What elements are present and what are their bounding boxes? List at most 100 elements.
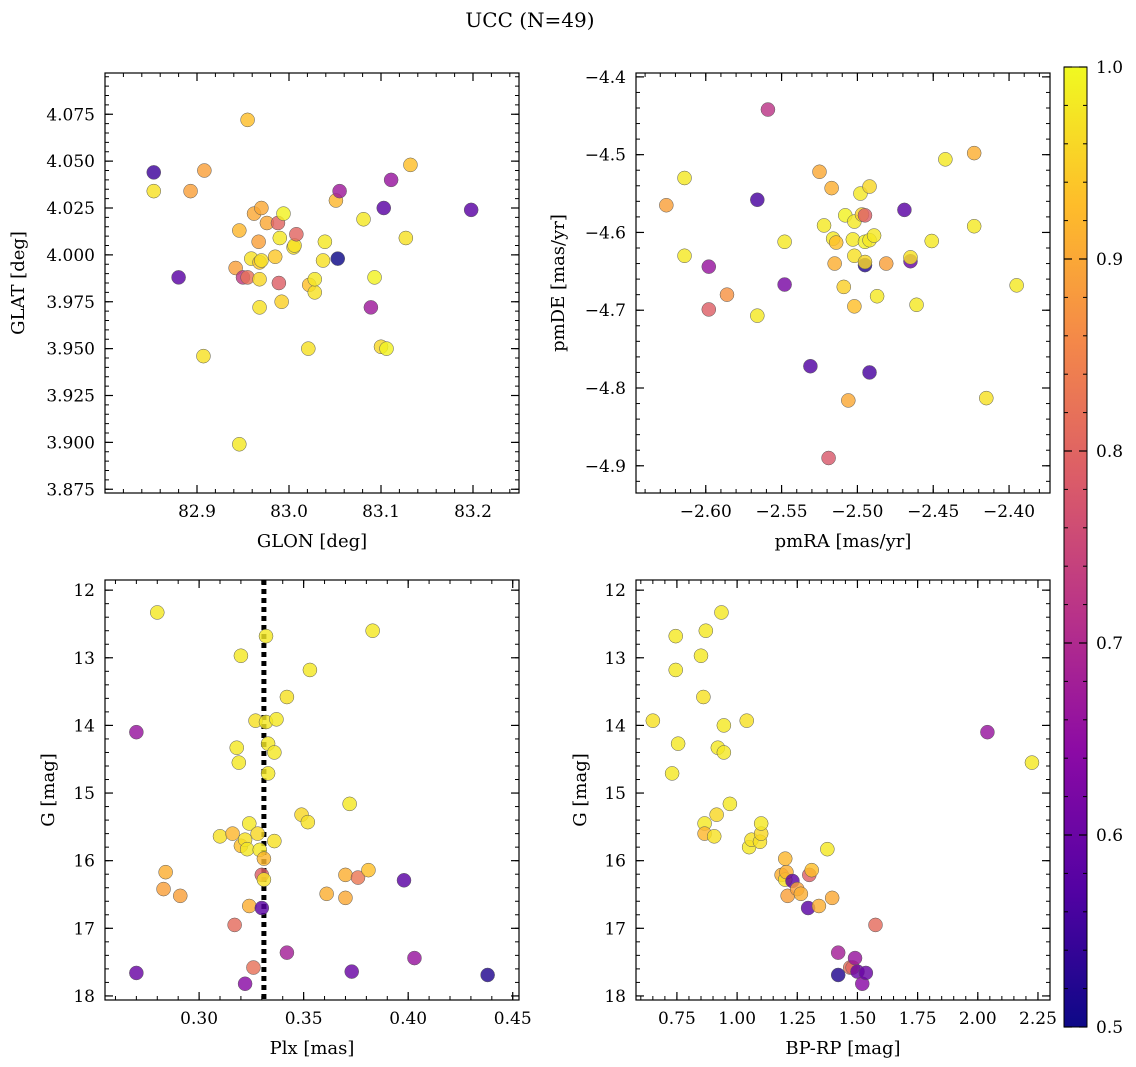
- scatter-point: [240, 112, 255, 128]
- scatter-point: [924, 233, 939, 249]
- scatter-point: [1009, 278, 1024, 293]
- scatter-point: [342, 796, 357, 812]
- colorbar-tick-label: 0.7: [1096, 634, 1123, 654]
- x-tick-label: 0.75: [658, 1009, 696, 1029]
- scatter-point: [317, 234, 333, 249]
- y-axis-label: G [mag]: [38, 753, 59, 826]
- scatter-point: [158, 864, 173, 880]
- scatter-point: [668, 628, 683, 644]
- x-tick-label: −2.45: [907, 502, 959, 522]
- scatter-point: [279, 945, 295, 960]
- scatter-point: [237, 976, 253, 992]
- scatter-point: [196, 348, 211, 364]
- scatter-point: [256, 851, 272, 866]
- x-tick-label: 1.50: [839, 1009, 877, 1029]
- scatter-point: [338, 890, 353, 906]
- scatter-point: [868, 917, 883, 933]
- scatter-point: [197, 163, 212, 178]
- scatter-point: [156, 881, 171, 897]
- scatter-point: [229, 740, 244, 755]
- y-tick-label: 13: [73, 649, 95, 669]
- scatter-point: [845, 232, 861, 247]
- scatter-point: [233, 648, 249, 663]
- x-tick-label: 0.45: [494, 1009, 532, 1029]
- scatter-point: [272, 230, 288, 246]
- scatter-point: [289, 227, 304, 242]
- scatter-point: [463, 202, 479, 218]
- scatter-point: [821, 450, 836, 466]
- x-tick-label: 1.75: [899, 1009, 937, 1029]
- scatter-point: [367, 270, 382, 285]
- y-tick-label: −4.4: [585, 68, 626, 88]
- x-tick-label: −2.40: [983, 502, 1035, 522]
- scatter-point: [300, 814, 316, 830]
- scatter-point: [330, 251, 346, 266]
- scatter-point: [146, 165, 162, 180]
- y-tick-label: 4.050: [46, 152, 95, 172]
- scatter-point: [739, 713, 754, 728]
- scatter-point: [302, 662, 318, 678]
- y-tick-label: 4.025: [46, 199, 95, 219]
- scatter-point: [363, 300, 379, 315]
- scatter-point: [251, 234, 266, 249]
- scatter-point: [307, 272, 323, 287]
- colorbar: 0.5 0.6 0.7 0.8 0.9 1.0: [1063, 58, 1123, 1038]
- scatter-point: [398, 230, 414, 246]
- y-tick-label: 4.075: [46, 105, 95, 125]
- scatter-point: [383, 172, 399, 188]
- scatter-point: [847, 950, 863, 966]
- scatter-point: [862, 179, 877, 194]
- scatter-point: [857, 208, 873, 223]
- scatter-point: [812, 164, 827, 180]
- scatter-point: [897, 202, 912, 218]
- scatter-point: [276, 206, 291, 221]
- colorbar-tick-label: 1.0: [1096, 58, 1123, 78]
- scatter-point: [857, 254, 873, 270]
- scatter-point: [803, 358, 818, 374]
- scatter-point: [146, 183, 162, 199]
- scatter-point: [480, 967, 495, 983]
- scatter-point: [862, 365, 877, 380]
- y-tick-label: 17: [604, 919, 626, 939]
- scatter-point: [716, 745, 732, 760]
- scatter-point: [841, 393, 856, 408]
- scatter-point: [246, 960, 261, 975]
- axes-frame: [104, 579, 520, 1001]
- y-tick-label: 13: [604, 649, 626, 669]
- scatter-point: [836, 279, 852, 295]
- scatter-point: [716, 718, 732, 733]
- scatter-point: [183, 183, 198, 199]
- scatter-point: [866, 228, 882, 243]
- scatter-point: [659, 197, 674, 213]
- scatter-point: [760, 102, 776, 117]
- scatter-point: [966, 145, 982, 161]
- scatter-point: [677, 248, 692, 264]
- scatter-point: [698, 623, 714, 638]
- scatter-point: [878, 256, 894, 271]
- scatter-point: [332, 183, 347, 199]
- scatter-point: [820, 841, 835, 857]
- scatter-point: [173, 888, 188, 904]
- y-tick-label: 15: [73, 784, 95, 804]
- x-tick-label: 83.1: [362, 502, 400, 522]
- scatter-point: [830, 967, 846, 983]
- scatter-point: [1024, 755, 1040, 770]
- scatter-point: [254, 200, 269, 216]
- scatter-point: [830, 945, 846, 960]
- panel-bprp-g: 0.75 1.00 1.25 1.50 1.75 2.00 2.25 12 13 14 15 16 17…: [570, 579, 1057, 1059]
- scatter-point: [979, 390, 994, 406]
- colorbar-tick-label: 0.6: [1096, 826, 1123, 846]
- scatter-point: [379, 341, 394, 356]
- scatter-point: [722, 796, 738, 812]
- scatter-point: [693, 648, 709, 663]
- scatter-point: [252, 300, 267, 315]
- colorbar-tick-label: 0.8: [1096, 442, 1123, 462]
- scatter-point: [858, 965, 874, 981]
- scatter-point: [274, 294, 289, 309]
- scatter-point: [356, 212, 371, 227]
- scatter-point: [816, 218, 832, 233]
- scatter-point: [403, 157, 418, 173]
- x-tick-label: 2.00: [959, 1009, 997, 1029]
- scatter-point: [258, 628, 274, 644]
